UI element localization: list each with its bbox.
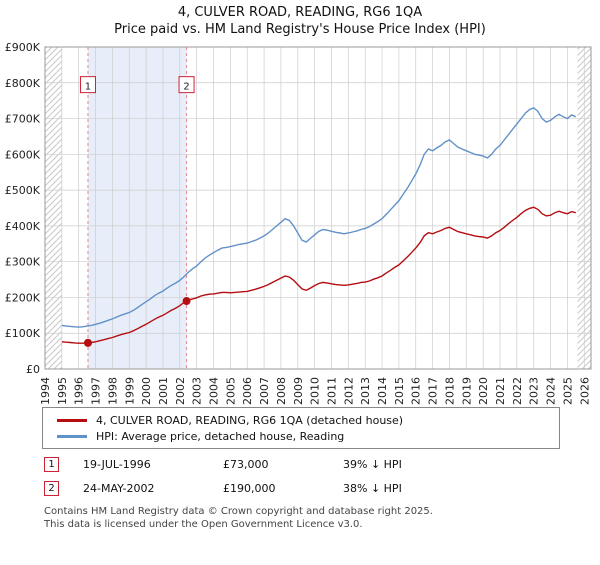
legend-swatch-property [57, 418, 87, 422]
x-tick-label: 2018 [443, 377, 456, 405]
x-tick-label: 1999 [123, 377, 136, 405]
x-tick-label: 2016 [410, 377, 423, 405]
y-tick-label: £0 [26, 363, 40, 376]
x-tick-label: 2009 [292, 377, 305, 405]
y-tick-label: £800K [5, 77, 41, 90]
transaction-hpi-delta: 38% ↓ HPI [343, 482, 402, 495]
sale-flag [79, 76, 96, 94]
x-tick-label: 1996 [73, 377, 86, 405]
footer: Contains HM Land Registry data © Crown c… [44, 505, 600, 531]
x-tick-label: 2011 [325, 377, 338, 405]
x-tick-label: 2002 [174, 377, 187, 405]
transaction-price: £190,000 [223, 482, 276, 495]
transactions: 1 19-JUL-1996 £73,000 39% ↓ HPI 2 24-MAY… [44, 457, 600, 496]
x-tick-label: 2026 [578, 377, 591, 405]
x-tick-label: 2024 [545, 377, 558, 405]
transaction-number: 1 [44, 457, 59, 472]
sale-flag-number: 2 [183, 82, 189, 93]
x-tick-label: 1994 [39, 377, 52, 405]
hpi-chart-page: 4, CULVER ROAD, READING, RG6 1QA Price p… [0, 5, 600, 531]
page-title: 4, CULVER ROAD, READING, RG6 1QA [177, 5, 423, 20]
y-tick-label: £300K [5, 256, 41, 269]
x-tick-label: 2008 [275, 377, 288, 405]
y-tick-label: £500K [5, 184, 41, 197]
plot-border [44, 46, 592, 370]
y-tick-label: £600K [5, 148, 41, 161]
chart-svg: 1 2 £0 £100K £200K £300K £400K £500K £600K £700K £… [5, 41, 592, 405]
transaction-date: 19-JUL-1996 [83, 458, 151, 471]
y-tick-label: £400K [5, 220, 41, 233]
legend: 4, CULVER ROAD, READING, RG6 1QA (detach… [42, 407, 560, 449]
x-tick-label: 2003 [191, 377, 204, 405]
x-tick-label: 2023 [528, 377, 541, 405]
x-tick-label: 2006 [241, 377, 254, 405]
x-tick-label: 2020 [477, 377, 490, 405]
x-tick-label: 2025 [561, 377, 574, 405]
price-paid-line [61, 206, 576, 344]
x-tick-label: 2012 [342, 377, 355, 405]
x-tick-label: 2021 [494, 377, 507, 405]
sale-marker [182, 297, 191, 306]
legend-item-property: 4, CULVER ROAD, READING, RG6 1QA (detach… [51, 412, 551, 428]
x-tick-label: 2000 [140, 377, 153, 405]
legend-label-hpi: HPI: Average price, detached house, Read… [96, 429, 345, 443]
y-tick-label: £100K [5, 327, 41, 340]
transaction-row: 1 19-JUL-1996 £73,000 39% ↓ HPI [44, 457, 600, 472]
between-sales-shade [87, 47, 187, 369]
legend-swatch-hpi [57, 434, 87, 438]
x-tick-label: 2001 [157, 377, 170, 405]
transaction-number: 2 [44, 481, 59, 496]
legend-item-hpi: HPI: Average price, detached house, Read… [51, 428, 551, 444]
hpi-line [61, 106, 577, 328]
transaction-row: 2 24-MAY-2002 £190,000 38% ↓ HPI [44, 481, 600, 496]
x-tick-label: 1995 [56, 377, 69, 405]
x-tick-label: 2014 [376, 377, 389, 405]
sale-flag-number: 1 [85, 82, 91, 93]
x-tick-label: 2010 [309, 377, 322, 405]
x-tick-label: 2017 [427, 377, 440, 405]
transaction-hpi-delta: 39% ↓ HPI [343, 458, 402, 471]
sale-marker [83, 338, 92, 347]
y-tick-label: £900K [5, 41, 41, 54]
x-tick-label: 2022 [511, 377, 524, 405]
no-data-hatch [45, 47, 62, 369]
x-tick-label: 2004 [208, 377, 221, 405]
x-tick-label: 2013 [359, 377, 372, 405]
footer-line-2: This data is licensed under the Open Gov… [44, 519, 363, 530]
x-tick-label: 2007 [258, 377, 271, 405]
x-tick-label: 1998 [106, 377, 119, 405]
footer-line-1: Contains HM Land Registry data © Crown c… [44, 506, 433, 517]
x-tick-label: 2015 [393, 377, 406, 405]
y-tick-label: £700K [5, 113, 41, 126]
sale-flag [178, 76, 195, 94]
y-tick-label: £200K [5, 291, 41, 304]
x-tick-label: 2005 [224, 377, 237, 405]
legend-label-property: 4, CULVER ROAD, READING, RG6 1QA (detach… [96, 413, 404, 427]
transaction-price: £73,000 [223, 458, 269, 471]
x-tick-label: 2019 [460, 377, 473, 405]
x-tick-label: 1997 [90, 377, 103, 405]
transaction-date: 24-MAY-2002 [83, 482, 155, 495]
price-chart: 1 2 £0 £100K £200K £300K £400K £500K £600K £700K £… [0, 39, 600, 407]
page-subtitle: Price paid vs. HM Land Registry's House … [114, 22, 486, 37]
